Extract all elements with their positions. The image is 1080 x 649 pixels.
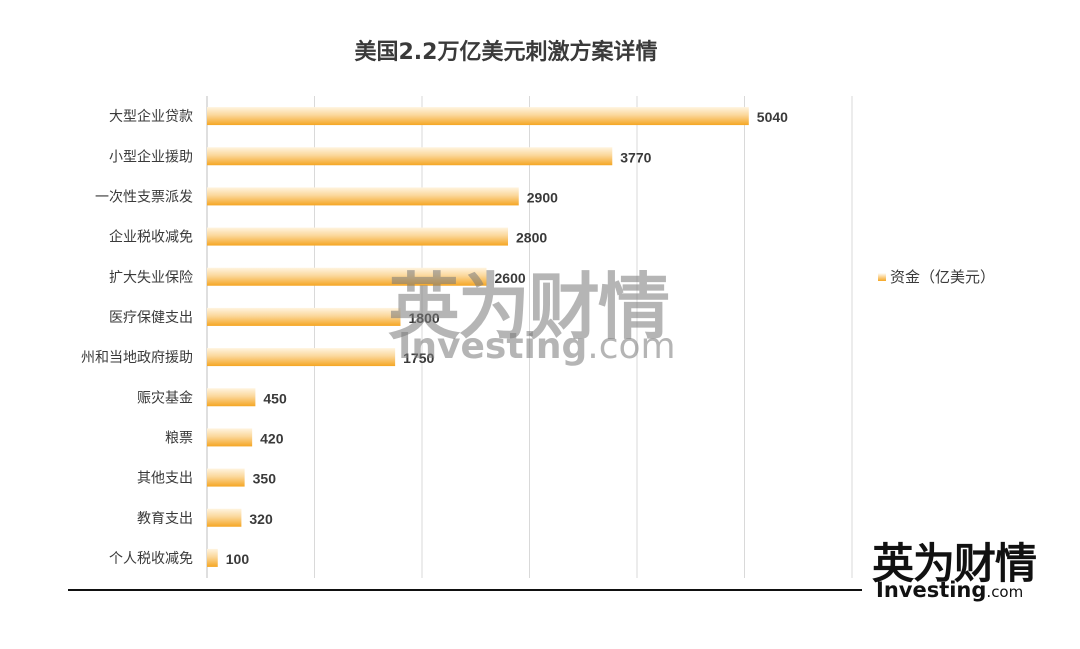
bar — [207, 348, 396, 367]
chart-title: 美国2.2万亿美元刺激方案详情 — [354, 40, 658, 65]
category-label: 大型企业贷款 — [109, 108, 193, 125]
category-label: 其他支出 — [137, 471, 193, 487]
data-label: 450 — [263, 390, 287, 406]
category-label: 个人税收减免 — [109, 551, 193, 567]
data-label: 420 — [260, 430, 284, 446]
bar — [207, 267, 487, 286]
chart-legend: 资金（亿美元） — [878, 266, 995, 287]
legend-swatch — [878, 272, 886, 281]
data-label: 320 — [249, 511, 273, 527]
bar — [207, 107, 749, 126]
data-label: 3770 — [620, 149, 651, 165]
data-label: 100 — [226, 551, 250, 567]
watermark-cn: 英为财情 — [388, 265, 670, 349]
data-label: 350 — [253, 471, 277, 487]
bar — [207, 147, 613, 166]
data-label: 5040 — [757, 109, 788, 125]
bar — [207, 468, 245, 487]
watermark-en: Investing.com — [398, 326, 676, 367]
bar — [207, 307, 401, 326]
logo-en: Investing.com — [876, 578, 1023, 602]
logo-en-suffix: .com — [986, 583, 1024, 601]
bar — [207, 227, 508, 246]
data-label: 2900 — [527, 189, 558, 205]
category-label: 赈灾基金 — [137, 389, 193, 406]
category-label: 小型企业援助 — [109, 148, 193, 165]
bottom-rule — [68, 589, 862, 591]
bar — [207, 187, 519, 206]
category-label: 企业税收减免 — [109, 229, 193, 246]
logo-cn: 英为财情 — [872, 539, 1037, 588]
logo-en-main: Investing — [876, 578, 987, 602]
bar — [207, 428, 253, 447]
data-label: 1750 — [403, 350, 434, 366]
data-label: 1800 — [409, 310, 440, 326]
watermark-en-main: Investing — [398, 326, 588, 367]
data-label: 2600 — [495, 270, 526, 286]
category-label: 教育支出 — [137, 511, 193, 527]
bar — [207, 508, 242, 527]
watermark-en-suffix: .com — [587, 326, 676, 367]
category-label: 州和当地政府援助 — [81, 350, 193, 366]
data-label: 2800 — [516, 230, 547, 246]
legend-label: 资金（亿美元） — [890, 268, 996, 286]
category-label: 医疗保健支出 — [109, 310, 193, 326]
bar — [207, 388, 256, 407]
bar — [207, 548, 218, 567]
category-label: 粮票 — [165, 430, 193, 446]
category-label: 扩大失业保险 — [109, 270, 193, 286]
category-label: 一次性支票派发 — [95, 189, 193, 205]
